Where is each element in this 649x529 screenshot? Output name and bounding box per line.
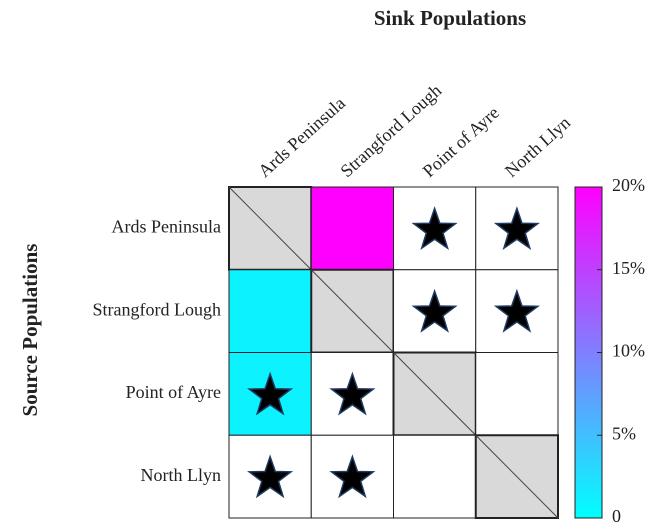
- star: [329, 454, 376, 499]
- cell: [393, 434, 477, 519]
- star: [247, 371, 294, 416]
- colorbar-tick-label: 20%: [612, 175, 645, 195]
- star: [493, 288, 540, 333]
- star: [411, 206, 458, 251]
- star: [493, 206, 540, 251]
- star: [329, 371, 376, 416]
- column-label: North Llyn: [501, 112, 574, 181]
- column-label: Point of Ayre: [419, 102, 503, 181]
- colorbar-tick-label: 0: [612, 506, 621, 526]
- row-label: Strangford Lough: [93, 299, 221, 319]
- cell: [310, 186, 394, 271]
- column-label: Ards Peninsula: [254, 93, 349, 181]
- star: [411, 288, 458, 333]
- cell: [475, 352, 559, 436]
- diagonal-line: [310, 269, 394, 353]
- star: [247, 454, 294, 499]
- colorbar-tick-label: 15%: [612, 258, 645, 278]
- row-label: Ards Peninsula: [112, 217, 222, 237]
- diagonal-line: [228, 186, 312, 271]
- y-axis-label: Source Populations: [18, 244, 42, 417]
- diagonal-line: [475, 434, 559, 519]
- row-label: Point of Ayre: [126, 382, 221, 402]
- cell: [228, 269, 312, 353]
- chart-title: Sink Populations: [374, 6, 526, 30]
- row-label: North Llyn: [141, 465, 222, 485]
- diagonal-line: [393, 352, 477, 436]
- colorbar-tick-label: 5%: [612, 423, 636, 443]
- colorbar-tick-label: 10%: [612, 341, 645, 361]
